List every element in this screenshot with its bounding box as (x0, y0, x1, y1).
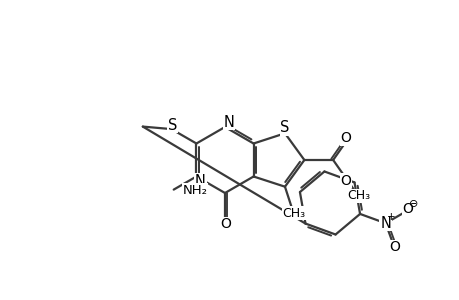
Text: CH₃: CH₃ (347, 189, 369, 202)
Text: NH₂: NH₂ (182, 184, 207, 197)
Text: N: N (380, 216, 390, 231)
Text: S: S (280, 120, 289, 135)
Text: CH₃: CH₃ (282, 206, 305, 220)
Text: O: O (388, 240, 399, 254)
Text: ⊖: ⊖ (409, 199, 418, 209)
Text: O: O (220, 217, 231, 231)
Text: S: S (168, 118, 177, 133)
Text: N: N (223, 115, 234, 130)
Text: O: O (402, 202, 413, 216)
Text: O: O (340, 131, 351, 145)
Text: +: + (386, 212, 395, 222)
Text: O: O (340, 174, 351, 188)
Text: N: N (195, 174, 206, 189)
